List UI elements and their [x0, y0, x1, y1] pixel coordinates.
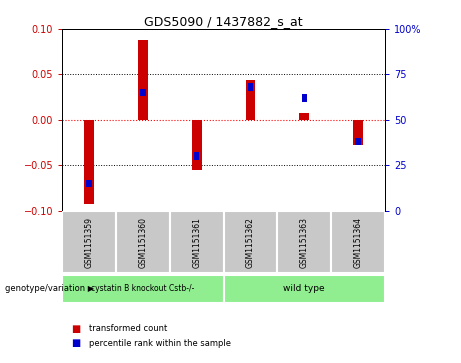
Bar — [84, 120, 94, 204]
Bar — [116, 211, 170, 273]
Text: ■: ■ — [71, 323, 81, 334]
Text: wild type: wild type — [284, 284, 325, 293]
Text: genotype/variation ▶: genotype/variation ▶ — [5, 284, 94, 293]
Bar — [224, 211, 278, 273]
Bar — [62, 275, 224, 302]
Text: GSM1151363: GSM1151363 — [300, 217, 309, 268]
Title: GDS5090 / 1437882_s_at: GDS5090 / 1437882_s_at — [144, 15, 303, 28]
Bar — [331, 211, 385, 273]
Bar — [353, 120, 363, 145]
Bar — [246, 80, 255, 120]
Bar — [138, 40, 148, 120]
Text: ■: ■ — [71, 338, 81, 348]
Text: transformed count: transformed count — [89, 324, 167, 333]
Bar — [170, 211, 224, 273]
Text: cystatin B knockout Cstb-/-: cystatin B knockout Cstb-/- — [91, 284, 195, 293]
Bar — [278, 211, 331, 273]
Text: GSM1151361: GSM1151361 — [192, 217, 201, 268]
Bar — [300, 113, 309, 120]
Bar — [355, 138, 361, 145]
Bar — [87, 180, 92, 187]
Text: GSM1151359: GSM1151359 — [85, 217, 94, 268]
Bar — [301, 94, 307, 102]
Text: GSM1151362: GSM1151362 — [246, 217, 255, 268]
Bar — [192, 120, 201, 170]
Text: percentile rank within the sample: percentile rank within the sample — [89, 339, 231, 347]
Bar — [248, 83, 253, 91]
Bar — [194, 152, 199, 160]
Bar — [140, 89, 146, 96]
Text: GSM1151364: GSM1151364 — [354, 217, 362, 268]
Text: GSM1151360: GSM1151360 — [138, 217, 148, 268]
Bar — [224, 275, 385, 302]
Bar — [62, 211, 116, 273]
